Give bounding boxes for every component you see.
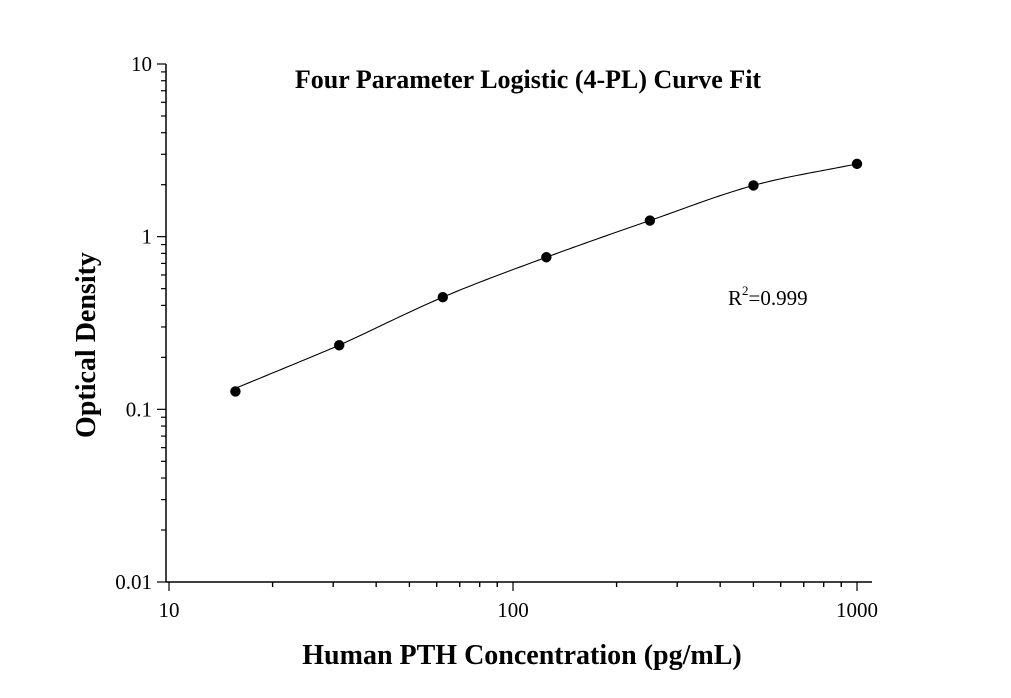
r-squared-letter: R [728, 286, 742, 310]
data-point [541, 252, 552, 263]
data-point [851, 158, 863, 170]
fit-curve [235, 163, 858, 389]
data-point [748, 180, 759, 191]
chart-title: Four Parameter Logistic (4-PL) Curve Fit [295, 65, 762, 94]
data-point [437, 292, 448, 303]
y-tick-label: 1 [142, 225, 153, 249]
r-squared-superscript: 2 [742, 283, 749, 298]
x-tick-label: 1000 [836, 598, 878, 622]
data-point [334, 340, 345, 351]
y-tick-label: 10 [131, 52, 152, 76]
y-tick-label: 0.1 [126, 397, 152, 421]
y-axis-label: Optical Density [71, 252, 102, 438]
x-tick-label: 10 [159, 598, 180, 622]
r-squared-annotation: R2=0.999 [728, 283, 808, 310]
data-point [230, 386, 241, 397]
ticks: 10 100 1000 0.01 0.1 1 10 [115, 52, 878, 622]
r-squared-value: =0.999 [749, 286, 808, 310]
x-tick-label: 100 [497, 598, 529, 622]
y-tick-label: 0.01 [115, 570, 152, 594]
data-point [644, 215, 656, 226]
data-points [230, 158, 863, 397]
axes [165, 64, 872, 583]
x-axis-label: Human PTH Concentration (pg/mL) [302, 640, 741, 671]
